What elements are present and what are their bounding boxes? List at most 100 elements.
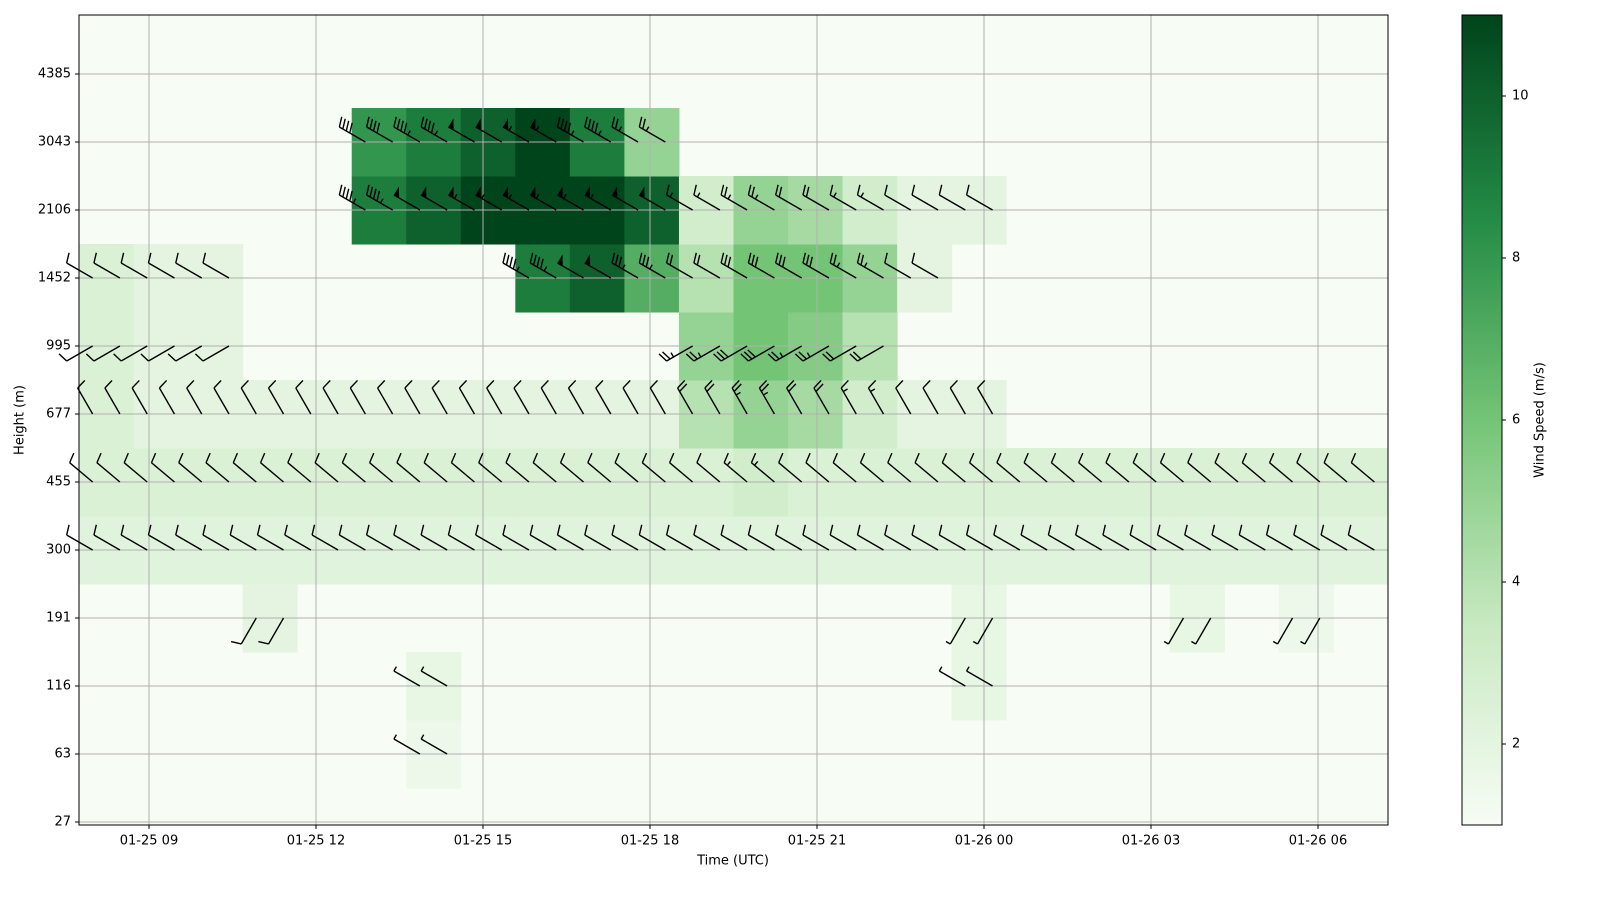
- barb-feather: [158, 379, 168, 389]
- barb-shaft: [486, 387, 503, 415]
- barb-shaft: [420, 126, 448, 143]
- barb-shaft: [560, 462, 584, 483]
- barb-shaft: [938, 670, 966, 687]
- barb-half: [863, 262, 868, 268]
- barb-half: [726, 461, 731, 466]
- barb-shaft: [1241, 462, 1266, 483]
- barb-shaft: [532, 462, 557, 483]
- barb-shaft: [1276, 617, 1294, 645]
- barb-feather: [665, 252, 670, 264]
- y-tick-label: 3043: [38, 135, 71, 150]
- wind-barb: [614, 452, 666, 483]
- barb-shaft: [584, 534, 612, 551]
- barb-feather: [113, 353, 122, 362]
- barb-feather: [376, 190, 381, 202]
- barb-shaft: [557, 534, 584, 551]
- barb-shaft: [614, 462, 639, 483]
- barb-feather: [860, 254, 865, 266]
- barb-shaft: [611, 262, 639, 279]
- barb-feather: [829, 524, 834, 536]
- x-tick-label: 01-25 21: [788, 834, 846, 849]
- barb-feather: [556, 524, 561, 536]
- barb-shaft: [267, 387, 285, 415]
- wind-barb: [731, 379, 776, 415]
- barb-shaft: [123, 462, 148, 483]
- barb-feather: [365, 524, 370, 536]
- barb-half: [972, 640, 978, 645]
- barb-shaft: [802, 345, 830, 362]
- barb-shaft: [260, 462, 284, 483]
- barb-half: [562, 193, 567, 199]
- barb-feather: [505, 254, 510, 266]
- barb-feather: [393, 116, 397, 128]
- barb-shaft: [158, 387, 176, 415]
- barb-feather: [914, 452, 920, 463]
- y-tick-label: 300: [46, 543, 71, 558]
- barb-feather: [1265, 524, 1270, 536]
- barb-shaft: [813, 387, 830, 415]
- wind-barb: [949, 379, 994, 415]
- barb-feather: [213, 379, 222, 389]
- barb-feather: [450, 452, 457, 463]
- wind-barb: [611, 524, 666, 551]
- colorbar-tick-label: 8: [1512, 251, 1520, 266]
- barb-shaft: [339, 194, 366, 211]
- barb-half: [1163, 640, 1169, 645]
- barb-feather: [996, 452, 1002, 463]
- wind-barb: [1156, 524, 1212, 551]
- barb-feather: [533, 254, 537, 266]
- barb-half: [420, 734, 425, 740]
- barb-shaft: [693, 534, 721, 551]
- wind-barb: [58, 345, 121, 362]
- barb-feather: [813, 379, 822, 389]
- barb-feather: [805, 254, 810, 266]
- barb-half: [543, 266, 548, 272]
- barb-feather: [856, 524, 861, 536]
- barb-feather: [638, 524, 643, 536]
- barb-shaft: [311, 534, 339, 551]
- barb-shaft: [969, 462, 994, 483]
- barb-shaft: [731, 387, 748, 415]
- barb-shaft: [341, 462, 366, 483]
- wind-barb: [945, 617, 994, 645]
- wind-barb: [822, 345, 884, 362]
- barb-flag: [475, 186, 481, 198]
- barb-shaft: [922, 387, 939, 415]
- barb-feather: [202, 252, 207, 264]
- barb-half: [735, 391, 741, 396]
- barb-feather: [781, 256, 786, 268]
- barb-shaft: [240, 617, 257, 645]
- barb-feather: [478, 452, 484, 463]
- barb-shaft: [857, 534, 884, 551]
- barb-feather: [85, 353, 95, 362]
- wind-barb: [393, 666, 448, 687]
- barb-feather: [668, 452, 675, 463]
- barb-half: [621, 264, 626, 270]
- barb-feather: [852, 351, 862, 360]
- barb-shaft: [1048, 534, 1075, 551]
- barb-shaft: [257, 534, 284, 551]
- barb-half: [598, 130, 602, 136]
- barb-feather: [677, 379, 686, 389]
- barb-feather: [427, 120, 432, 132]
- barb-feather: [638, 116, 643, 128]
- barb-feather: [178, 452, 184, 463]
- barb-feather: [284, 524, 288, 536]
- barb-feather: [595, 379, 604, 389]
- barb-half: [420, 666, 425, 672]
- barb-feather: [1047, 524, 1052, 536]
- barb-half: [836, 262, 841, 268]
- barb-feather: [794, 353, 804, 362]
- barb-feather: [767, 353, 777, 362]
- barb-shaft: [175, 345, 203, 362]
- barb-shaft: [1269, 462, 1294, 483]
- barb-feather: [775, 184, 779, 196]
- barb-feather: [611, 252, 616, 264]
- barb-feather: [949, 379, 958, 389]
- barb-shaft: [393, 534, 421, 551]
- barb-half: [1300, 640, 1306, 645]
- barb-half: [697, 352, 702, 358]
- wind-barb: [338, 184, 393, 211]
- barb-feather: [720, 184, 725, 196]
